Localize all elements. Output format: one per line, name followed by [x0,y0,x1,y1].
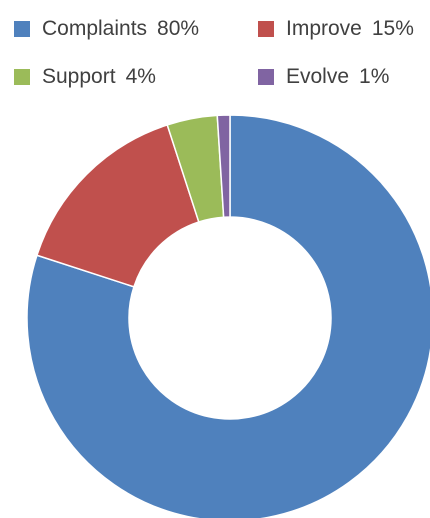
legend-label-evolve: Evolve [286,65,350,88]
legend-value-improve: 15% [371,17,414,40]
slice-complaints [26,114,430,518]
legend-value-support: 4% [125,65,156,88]
legend-item-improve: Improve 15% [258,14,414,44]
legend-swatch-evolve [258,69,274,85]
slice-evolve [216,114,231,218]
legend-label-improve: Improve [286,17,362,40]
legend-label-support: Support [42,65,116,88]
legend-swatch-complaints [14,21,30,37]
chart-legend: Complaints 80% Improve 15% Support 4% Ev… [0,0,430,100]
legend-swatch-support [14,69,30,85]
legend-value-complaints: 80% [157,17,200,40]
slice-improve [35,123,200,288]
legend-swatch-improve [258,21,274,37]
legend-item-complaints: Complaints 80% [14,14,199,44]
legend-item-evolve: Evolve 1% [258,62,389,92]
legend-label-complaints: Complaints [42,17,148,40]
legend-item-support: Support 4% [14,62,156,92]
legend-value-evolve: 1% [359,65,390,88]
